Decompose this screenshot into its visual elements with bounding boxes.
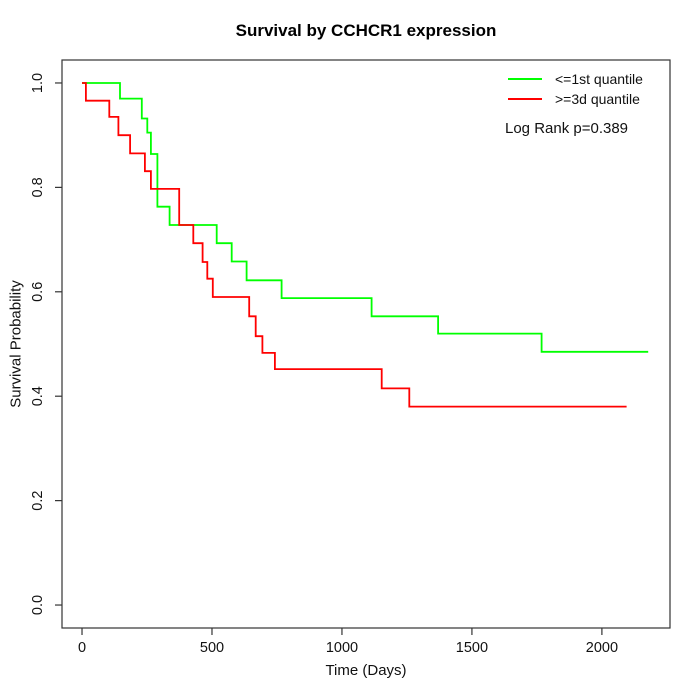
legend-item-third-quantile: >=3d quantile: [508, 89, 643, 109]
x-axis-title: Time (Days): [325, 662, 407, 679]
svg-text:0: 0: [78, 640, 86, 656]
svg-text:0.8: 0.8: [30, 177, 46, 197]
svg-text:1500: 1500: [456, 640, 488, 656]
x-axis-ticks: 0 500 1000 1500 2000: [78, 628, 618, 656]
legend-item-first-quantile: <=1st quantile: [508, 69, 643, 89]
svg-text:0.0: 0.0: [30, 595, 46, 615]
y-axis-title: Survival Probability: [7, 280, 25, 408]
svg-text:2000: 2000: [586, 640, 618, 656]
legend: <=1st quantile >=3d quantile: [508, 69, 643, 109]
legend-label-third-quantile: >=3d quantile: [555, 91, 640, 107]
survival-curve-red: [82, 82, 627, 408]
plot-border: [61, 59, 671, 629]
y-axis-ticks: 0.0 0.2 0.4 0.6 0.8 1.0: [30, 73, 62, 615]
svg-text:500: 500: [200, 640, 224, 656]
survival-curve-green: [82, 82, 649, 353]
red-line-swatch-icon: [508, 98, 542, 100]
legend-label-first-quantile: <=1st quantile: [555, 71, 643, 87]
svg-text:1.0: 1.0: [30, 73, 46, 93]
svg-text:0.4: 0.4: [30, 386, 46, 406]
log-rank-annotation: Log Rank p=0.389: [505, 120, 629, 137]
svg-text:0.2: 0.2: [30, 491, 46, 511]
svg-text:1000: 1000: [326, 640, 358, 656]
green-line-swatch-icon: [508, 78, 542, 80]
svg-text:0.6: 0.6: [30, 282, 46, 302]
chart-title: Survival by CCHCR1 expression: [235, 21, 497, 40]
